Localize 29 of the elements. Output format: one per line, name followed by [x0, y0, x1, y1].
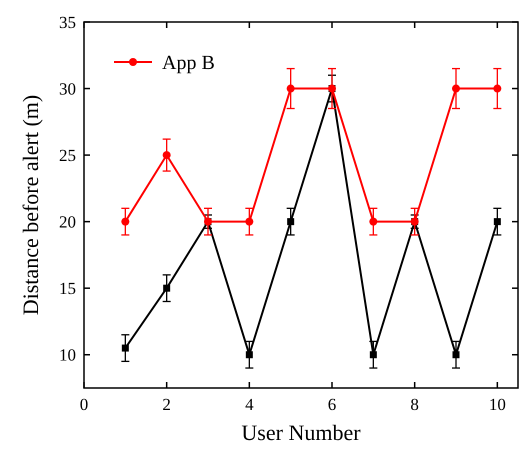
point — [369, 218, 378, 226]
x-tick-label: 10 — [488, 395, 506, 414]
point — [370, 351, 377, 358]
y-tick-label: 25 — [59, 146, 76, 166]
point — [121, 218, 130, 226]
point — [287, 218, 294, 226]
x-tick-label: 2 — [162, 395, 171, 414]
y-tick-label: 15 — [59, 279, 76, 298]
y-tick-label: 20 — [59, 212, 76, 232]
y-tick-label: 35 — [59, 13, 76, 32]
y-tick-label: 30 — [59, 80, 76, 99]
y-tick-label: 10 — [59, 346, 76, 365]
point — [122, 344, 129, 352]
x-tick-label: 6 — [328, 395, 336, 414]
point — [163, 284, 170, 292]
y-axis-title: Distance before alert (m) — [18, 94, 43, 316]
point — [493, 84, 502, 93]
x-tick-label: 8 — [410, 395, 419, 414]
point — [286, 84, 295, 93]
point — [245, 218, 254, 226]
x-tick-label: 0 — [80, 395, 88, 414]
x-tick-label: 4 — [245, 395, 254, 414]
point — [162, 151, 171, 160]
x-axis-title: User Number — [241, 420, 362, 445]
point — [452, 351, 460, 358]
point — [246, 351, 253, 358]
legend-label: App B — [162, 52, 215, 74]
point — [494, 218, 501, 226]
point — [452, 84, 460, 93]
